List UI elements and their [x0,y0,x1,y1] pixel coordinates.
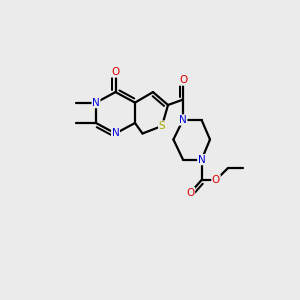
Text: N: N [198,154,206,165]
Text: O: O [179,75,187,85]
Text: O: O [212,175,220,185]
Text: S: S [159,121,165,131]
Text: O: O [111,67,120,77]
Text: N: N [179,115,187,125]
Text: O: O [186,188,195,198]
Text: N: N [112,128,119,139]
Text: N: N [92,98,100,108]
